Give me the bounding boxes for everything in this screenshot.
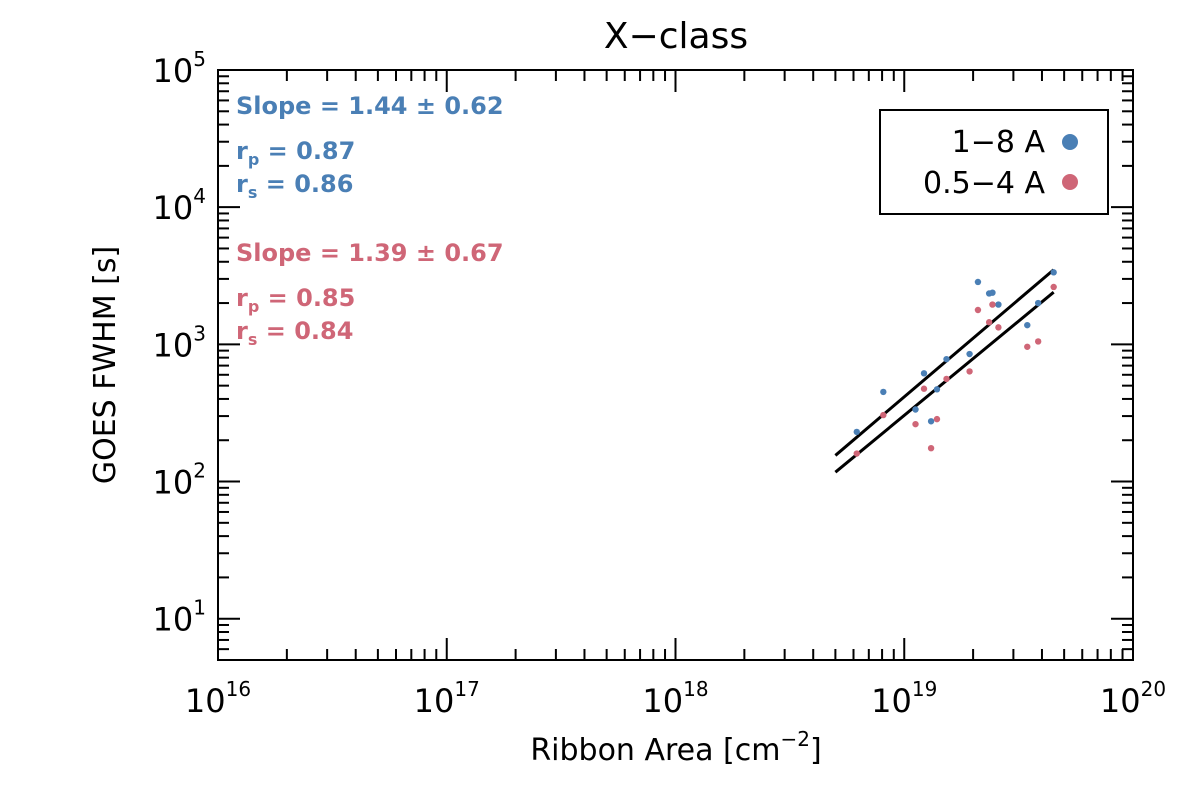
data-point-0-5-4a <box>1050 283 1057 291</box>
x-tick-label: 1017 <box>414 677 480 720</box>
slope-annotation: Slope = 1.44 ± 0.62 <box>236 92 504 120</box>
spearman-subscript: s <box>248 330 258 349</box>
data-point-0-5-4a <box>966 368 973 375</box>
legend-entry-1: 1−8 A <box>952 125 1046 160</box>
data-point-1-8a <box>943 355 950 363</box>
pearson-annotation: rp = 0.85 <box>236 284 355 316</box>
data-points <box>853 269 1057 457</box>
y-tick-label-base: 10 <box>153 601 194 639</box>
data-point-0-5-4a <box>927 444 935 452</box>
data-point-0-5-4a <box>933 415 941 423</box>
data-point-1-8a <box>1024 321 1031 329</box>
x-tick-label: 1016 <box>185 677 251 720</box>
data-point-0-5-4a <box>853 450 860 457</box>
spearman-subscript: s <box>248 183 258 202</box>
spearman-label: r <box>236 317 248 345</box>
data-point-0-5-4a <box>943 375 950 383</box>
data-point-0-5-4a <box>995 324 1002 331</box>
fit-line <box>834 268 1055 457</box>
x-tick-label: 1018 <box>642 677 708 720</box>
data-point-1-8a <box>1034 299 1042 307</box>
x-tick-label-base: 10 <box>1100 682 1141 720</box>
data-point-0-5-4a <box>985 319 993 326</box>
y-tick-label-exponent: 1 <box>193 596 206 620</box>
data-point-1-8a <box>920 370 928 377</box>
x-tick-label-base: 10 <box>185 682 226 720</box>
pearson-value: = 0.87 <box>259 137 355 165</box>
pearson-annotation: rp = 0.87 <box>236 137 355 169</box>
pearson-subscript: p <box>248 297 259 316</box>
data-point-0-5-4a <box>974 306 982 314</box>
x-tick-label-exponent: 16 <box>226 677 251 701</box>
data-point-0-5-4a <box>1034 338 1042 345</box>
y-tick-label: 102 <box>153 459 206 502</box>
data-point-0-5-4a <box>1024 343 1031 350</box>
data-point-0-5-4a <box>912 420 919 428</box>
data-point-0-5-4a <box>989 301 996 308</box>
minor-ticks <box>218 70 1133 660</box>
slope-annotation: Slope = 1.39 ± 0.67 <box>236 239 504 267</box>
data-point-0-5-4a <box>880 411 887 419</box>
x-tick-label-exponent: 20 <box>1141 677 1166 701</box>
x-tick-label-base: 10 <box>642 682 683 720</box>
spearman-value: = 0.84 <box>257 317 353 345</box>
x-axis-label-sup: −2 <box>780 727 809 751</box>
data-point-1-8a <box>933 386 941 393</box>
chart-title: X−class <box>604 16 748 57</box>
x-tick-label: 1019 <box>871 677 937 720</box>
data-point-1-8a <box>880 388 887 396</box>
legend-marker-1 <box>1062 134 1078 150</box>
plot-frame <box>217 69 1134 661</box>
y-tick-label: 103 <box>153 321 206 364</box>
spearman-annotation: rs = 0.86 <box>236 170 353 202</box>
y-tick-label-base: 10 <box>153 189 194 227</box>
y-tick-label-base: 10 <box>153 464 194 502</box>
data-point-1-8a <box>1050 269 1057 276</box>
x-axis-label-end: ] <box>810 733 822 768</box>
y-tick-label-exponent: 3 <box>193 321 206 345</box>
x-tick-labels: 1016 1017 1018 1019 1020 <box>185 677 1166 720</box>
data-point-1-8a <box>966 350 973 358</box>
legend-entry-2: 0.5−4 A <box>923 166 1045 201</box>
fit-line <box>834 291 1055 474</box>
spearman-annotation: rs = 0.84 <box>236 317 353 349</box>
fit-lines <box>834 268 1055 474</box>
legend: 1−8 A 0.5−4 A <box>879 109 1109 215</box>
legend-box <box>879 109 1109 215</box>
data-point-1-8a <box>995 301 1002 308</box>
x-tick-label: 1020 <box>1100 677 1166 720</box>
y-tick-label-exponent: 2 <box>193 459 206 483</box>
pearson-subscript: p <box>248 150 259 169</box>
data-point-1-8a <box>927 418 935 425</box>
y-tick-label-base: 10 <box>153 52 194 90</box>
spearman-value: = 0.86 <box>257 170 353 198</box>
data-point-1-8a <box>912 406 919 413</box>
x-tick-label-base: 10 <box>871 682 912 720</box>
y-tick-label: 105 <box>153 47 206 90</box>
data-point-0-5-4a <box>920 385 928 392</box>
pearson-label: r <box>236 284 248 312</box>
spearman-label: r <box>236 170 248 198</box>
y-tick-label: 101 <box>153 596 206 639</box>
x-tick-label-base: 10 <box>414 682 455 720</box>
x-tick-label-exponent: 18 <box>683 677 708 701</box>
x-axis-label: Ribbon Area [cm−2] <box>530 727 821 768</box>
data-point-1-8a <box>974 278 982 286</box>
pearson-label: r <box>236 137 248 165</box>
y-tick-label-base: 10 <box>153 326 194 364</box>
x-axis-label-base: Ribbon Area [cm <box>530 733 780 768</box>
data-point-1-8a <box>853 428 860 436</box>
y-axis-label: GOES FWHM [s] <box>88 246 123 484</box>
x-tick-label-exponent: 17 <box>454 677 479 701</box>
x-tick-label-exponent: 19 <box>912 677 937 701</box>
y-tick-label: 104 <box>153 184 206 227</box>
data-point-1-8a <box>989 289 996 296</box>
legend-marker-2 <box>1062 174 1078 190</box>
pearson-value: = 0.85 <box>259 284 355 312</box>
y-tick-label-exponent: 4 <box>193 184 206 208</box>
y-tick-label-exponent: 5 <box>193 47 206 71</box>
